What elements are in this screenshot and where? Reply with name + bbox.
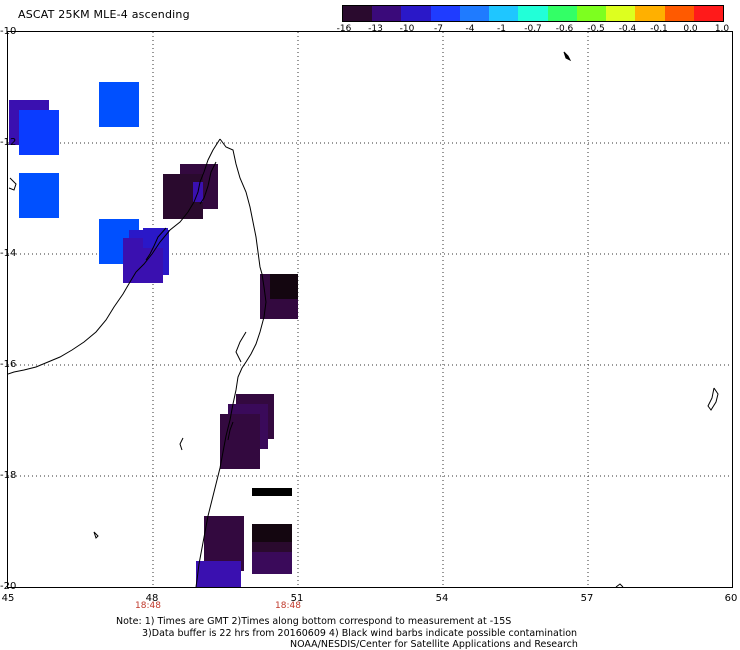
map-panel <box>7 31 733 588</box>
color-scale-label: -16 <box>336 24 352 34</box>
color-scale-segment <box>459 6 490 21</box>
color-scale-label: -4 <box>465 24 475 34</box>
color-scale-label: -0.7 <box>524 24 542 34</box>
lon-label: 60 <box>724 593 738 604</box>
pass-time-label: 18:48 <box>275 601 301 611</box>
color-scale-label: -0.5 <box>587 24 605 34</box>
wind-cell <box>252 542 292 554</box>
color-scale-segment <box>343 6 373 21</box>
wind-cell <box>252 552 292 574</box>
wind-cell <box>252 488 292 496</box>
color-scale-segment <box>372 6 402 21</box>
color-scale-label: -7 <box>434 24 443 34</box>
color-scale-segment <box>576 6 607 21</box>
wind-cell <box>143 228 168 248</box>
note-line-1: Note: 1) Times are GMT 2)Times along bot… <box>116 616 512 627</box>
coastline <box>8 51 719 587</box>
color-scale-segment <box>664 6 694 21</box>
wind-cell <box>196 561 241 587</box>
lat-label: -18 <box>0 470 17 481</box>
note-line-2: 3)Data buffer is 22 hrs from 20160609 4)… <box>142 628 578 639</box>
color-scale-label: 0.0 <box>683 24 698 34</box>
lat-label: -20 <box>0 581 17 592</box>
color-scale-segment <box>606 6 636 21</box>
color-scale-label: -0.6 <box>555 24 574 34</box>
color-scale-label: -0.1 <box>650 24 668 34</box>
pass-time-label: 18:48 <box>135 601 161 611</box>
color-scale-segment <box>489 6 519 21</box>
credit-line: NOAA/NESDIS/Center for Satellite Applica… <box>290 639 578 650</box>
color-scale-label: -13 <box>368 24 383 34</box>
color-scale-labels: -16 -13 -10 -7 -4 -1 -0.7 -0.6 -0.5 -0.4 -0.1 0.0 1.… <box>332 24 732 36</box>
color-scale-bar <box>342 5 724 22</box>
product-title: ASCAT 25KM MLE-4 ascending <box>18 8 190 21</box>
color-scale-segment <box>547 6 577 21</box>
color-scale-segment <box>635 6 665 21</box>
lon-label: 45 <box>1 593 15 604</box>
wind-cell <box>19 110 59 155</box>
color-scale-label: -1 <box>497 24 506 34</box>
lat-label: -16 <box>0 359 17 370</box>
wind-cell <box>220 414 260 469</box>
lon-label: 48 <box>145 593 159 604</box>
color-scale-segment <box>401 6 431 21</box>
lon-label: 57 <box>580 593 594 604</box>
wind-cell <box>99 82 139 127</box>
wind-cells <box>9 82 298 587</box>
color-scale-label: -10 <box>399 24 415 34</box>
map-svg <box>8 32 732 587</box>
wind-cell <box>270 274 298 299</box>
color-scale-segment <box>518 6 548 21</box>
color-scale-label: 1.0 <box>714 24 730 34</box>
color-scale-segment <box>693 6 724 21</box>
lat-label: -12 <box>0 137 17 148</box>
wind-cell <box>252 524 292 544</box>
wind-cell <box>19 173 59 218</box>
lon-label: 51 <box>290 593 304 604</box>
lat-label: -10 <box>0 26 17 37</box>
color-scale-label: -0.4 <box>618 24 637 34</box>
lat-label: -14 <box>0 248 17 259</box>
lon-label: 54 <box>435 593 449 604</box>
color-scale-segment <box>430 6 460 21</box>
